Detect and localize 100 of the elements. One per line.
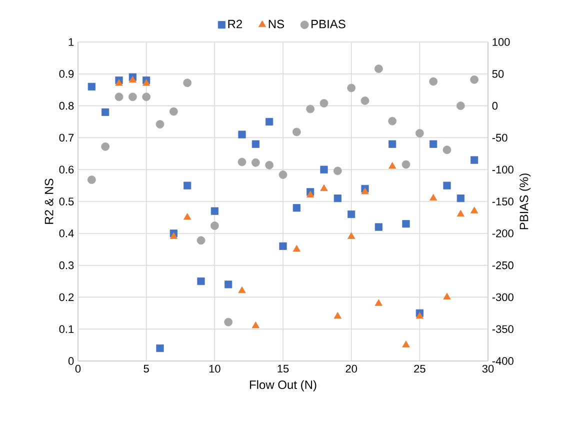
point [320,166,328,174]
point [361,188,369,194]
y2-tick-label: 50 [492,70,504,78]
point [347,232,356,239]
point [456,210,464,217]
y2-tick-label: -150 [492,198,514,206]
y-tick-label: 0.4 [59,230,74,238]
point [360,96,370,105]
y-tick-label: 0 [68,357,74,365]
point [128,92,137,102]
y2-tick-label: 100 [492,38,510,46]
point [306,190,314,198]
point [388,116,397,126]
point [156,120,164,129]
point [374,299,383,306]
point [470,206,478,214]
point [334,312,342,319]
point [279,242,287,250]
point [252,322,260,328]
point [224,280,232,288]
point [347,84,356,92]
y-tick-label: 0.2 [59,293,74,302]
y2-axis-title: PBIAS (%) [519,174,531,230]
point [156,344,164,352]
point [114,92,124,102]
point [402,220,410,228]
point [456,194,464,202]
point [88,82,96,90]
point [292,128,301,136]
point [169,107,178,116]
point [443,292,451,300]
point [415,129,424,138]
point [470,75,479,84]
x-tick-label: 25 [414,364,426,373]
legend-label: R2 [228,20,242,28]
x-tick-label: 0 [75,364,81,373]
point [142,92,151,102]
y-tick-label: 0.8 [59,102,74,110]
point [196,236,206,245]
point [266,118,274,126]
point [306,104,315,114]
point [402,160,410,169]
y2-tick-label: -400 [492,357,514,365]
y2-tick-label: -200 [492,230,514,238]
point [251,158,260,167]
point [348,210,356,218]
x-tick-label: 20 [346,364,358,373]
x-tick-label: 15 [278,364,289,373]
y2-tick-label: -250 [492,261,514,270]
point [252,140,260,148]
y-tick-label: 0.6 [59,166,74,174]
point [292,204,300,212]
point [430,140,438,148]
point [87,176,96,184]
point [170,232,178,239]
point [402,340,410,348]
y2-tick-label: -300 [492,293,514,302]
y-tick-label: 0.7 [59,134,74,142]
point [429,77,438,86]
point [224,318,233,326]
point [142,79,150,86]
y-axis-title: R2 & NS [44,178,54,224]
point [292,244,301,252]
y-tick-label: 0.9 [59,70,74,78]
point [470,156,478,164]
x-tick-label: 30 [482,364,494,373]
point [442,146,452,154]
point [210,222,219,230]
y2-tick-label: -100 [492,166,514,174]
point [320,99,328,108]
point [374,64,383,73]
point [334,194,342,202]
y-tick-label: 0.3 [59,261,74,270]
point [278,170,288,179]
point [388,140,396,148]
point [388,162,396,169]
point [183,78,192,88]
x-tick-label: 10 [209,364,220,373]
point [183,213,192,220]
point [456,102,465,110]
y2-tick-label: -350 [492,325,514,333]
point [115,79,123,86]
y-tick-label: 1 [68,38,74,46]
point [333,166,342,176]
point [374,223,382,231]
y-tick-label: 0.5 [59,198,74,206]
point [197,277,205,286]
point [128,76,137,83]
point [102,108,110,116]
point [265,160,274,170]
x-axis-title: Flow Out (N) [250,380,316,392]
point [416,312,424,319]
legend-label: PBIAS [312,20,346,28]
legend-label: NS [268,20,284,28]
y-tick-label: 0.1 [59,325,74,333]
point [429,194,438,201]
y2-tick-label: 0 [492,102,498,110]
point [210,207,218,215]
x-tick-label: 5 [144,364,149,373]
point [320,184,328,192]
